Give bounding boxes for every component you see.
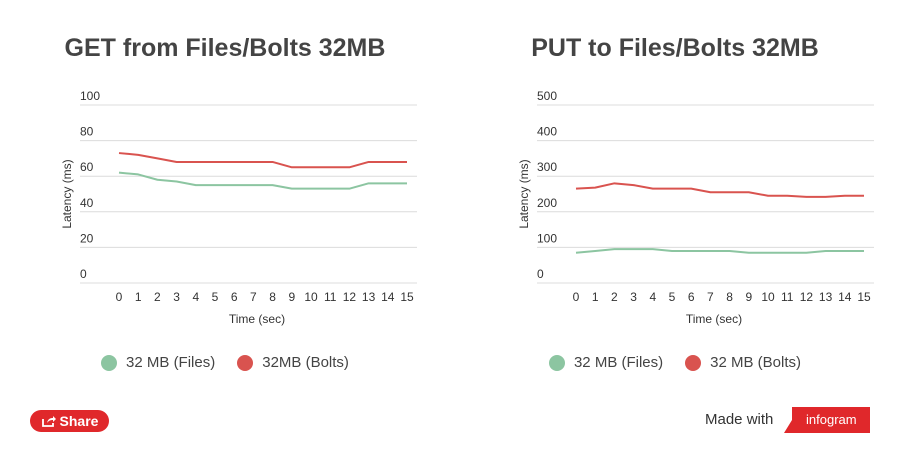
x-tick-label: 10 bbox=[761, 290, 775, 304]
x-tick-label: 1 bbox=[135, 290, 142, 304]
infogram-brand-text: infogram bbox=[806, 412, 857, 427]
legend-marker-files bbox=[101, 354, 118, 371]
y-tick-label: 100 bbox=[80, 89, 100, 103]
x-tick-label: 7 bbox=[250, 290, 257, 304]
share-button[interactable]: Share bbox=[30, 410, 109, 432]
series-line[interactable] bbox=[118, 171, 407, 190]
y-axis-label: Latency (ms) bbox=[517, 159, 531, 228]
x-axis-label: Time (sec) bbox=[686, 312, 742, 326]
x-tick-label: 9 bbox=[745, 290, 752, 304]
y-tick-label: 100 bbox=[537, 231, 557, 245]
series-line[interactable] bbox=[575, 248, 864, 254]
x-tick-label: 12 bbox=[343, 290, 357, 304]
put-chart-panel: PUT to Files/Bolts 32MB 0 100 200 300 400 500… bbox=[450, 0, 900, 390]
legend-marker-bolts bbox=[685, 354, 702, 371]
y-tick-label: 300 bbox=[537, 160, 557, 174]
x-tick-label: 2 bbox=[154, 290, 161, 304]
x-tick-label: 12 bbox=[800, 290, 814, 304]
legend-label: 32 MB (Files) bbox=[126, 354, 216, 371]
x-tick-label: 5 bbox=[669, 290, 676, 304]
x-tick-label: 8 bbox=[269, 290, 276, 304]
y-tick-label: 60 bbox=[80, 160, 94, 174]
legend-label: 32 MB (Bolts) bbox=[710, 354, 802, 371]
x-tick-label: 2 bbox=[611, 290, 618, 304]
y-tick-label: 400 bbox=[537, 125, 557, 139]
x-tick-label: 8 bbox=[726, 290, 733, 304]
x-tick-label: 13 bbox=[362, 290, 376, 304]
x-tick-label: 14 bbox=[381, 290, 395, 304]
x-tick-label: 1 bbox=[592, 290, 599, 304]
series-line[interactable] bbox=[575, 182, 864, 198]
x-tick-label: 11 bbox=[781, 290, 794, 304]
x-tick-label: 13 bbox=[819, 290, 833, 304]
y-tick-label: 20 bbox=[80, 231, 94, 245]
x-tick-label: 4 bbox=[192, 290, 199, 304]
legend-item-bolts[interactable]: 32MB (Bolts) bbox=[237, 354, 349, 371]
x-tick-label: 3 bbox=[630, 290, 637, 304]
chart-legend: 32 MB (Files) 32MB (Bolts) bbox=[0, 354, 450, 371]
y-tick-label: 40 bbox=[80, 196, 94, 210]
x-tick-label: 4 bbox=[649, 290, 656, 304]
share-label: Share bbox=[59, 413, 99, 429]
legend-marker-files bbox=[548, 354, 565, 371]
chart-title: GET from Files/Bolts 32MB bbox=[64, 34, 386, 62]
legend-item-bolts[interactable]: 32 MB (Bolts) bbox=[685, 354, 801, 371]
x-tick-label: 10 bbox=[304, 290, 318, 304]
legend-marker-bolts bbox=[237, 354, 254, 371]
x-tick-label: 11 bbox=[324, 290, 337, 304]
x-tick-label: 6 bbox=[688, 290, 695, 304]
series-line[interactable] bbox=[118, 152, 407, 169]
x-tick-label: 15 bbox=[857, 290, 871, 304]
x-tick-label: 7 bbox=[707, 290, 714, 304]
made-with-label: Made with bbox=[705, 411, 774, 428]
x-axis-label: Time (sec) bbox=[229, 312, 285, 326]
x-tick-label: 14 bbox=[838, 290, 852, 304]
y-tick-label: 500 bbox=[537, 89, 557, 103]
y-tick-label: 80 bbox=[80, 125, 94, 139]
x-tick-label: 0 bbox=[116, 290, 123, 304]
chart-legend: 32 MB (Files) 32 MB (Bolts) bbox=[450, 354, 900, 371]
infogram-logo[interactable] bbox=[784, 407, 870, 433]
y-tick-label: 0 bbox=[80, 267, 87, 281]
share-icon bbox=[41, 416, 56, 427]
x-tick-label: 6 bbox=[231, 290, 238, 304]
x-tick-label: 9 bbox=[288, 290, 295, 304]
legend-item-files[interactable]: 32 MB (Files) bbox=[548, 354, 664, 371]
get-chart-panel: GET from Files/Bolts 32MB 0 20 40 60 80 100 0 1… bbox=[0, 0, 450, 390]
y-tick-label: 0 bbox=[537, 267, 544, 281]
chart-title: PUT to Files/Bolts 32MB bbox=[531, 34, 819, 62]
legend-item-files[interactable]: 32 MB (Files) bbox=[101, 354, 215, 371]
y-axis-label: Latency (ms) bbox=[60, 159, 74, 228]
y-tick-label: 200 bbox=[537, 196, 557, 210]
x-tick-label: 3 bbox=[173, 290, 180, 304]
x-tick-label: 15 bbox=[400, 290, 414, 304]
legend-label: 32 MB (Files) bbox=[573, 354, 664, 371]
x-tick-label: 5 bbox=[212, 290, 219, 304]
legend-label: 32MB (Bolts) bbox=[262, 354, 349, 371]
x-tick-label: 0 bbox=[573, 290, 580, 304]
